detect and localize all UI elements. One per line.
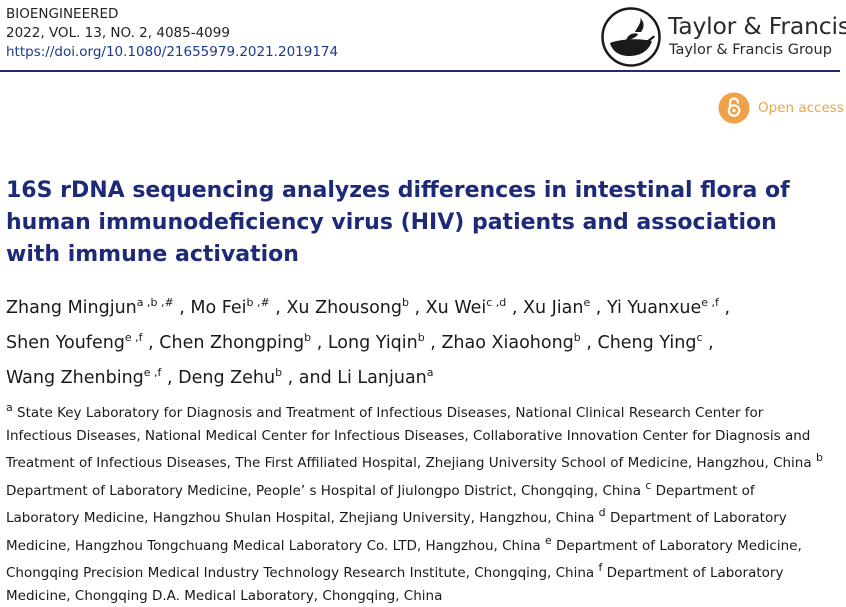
- author-separator: ,: [311, 333, 328, 353]
- author-separator: , and: [282, 368, 338, 388]
- author[interactable]: Yi Yuanxuee ,f: [606, 296, 719, 318]
- author[interactable]: Zhang Mingjuna ,b ,#: [6, 296, 174, 318]
- author-affiliation-marks: b: [304, 331, 312, 344]
- author-separator: ,: [424, 333, 442, 353]
- affiliation-text: Department of Laboratory Medicine, Hangz…: [6, 510, 787, 554]
- author-name: Li Lanjuan: [337, 368, 427, 388]
- author[interactable]: Wang Zhenbinge ,f: [6, 366, 162, 388]
- author-name: Cheng Ying: [597, 333, 697, 353]
- author-name: Xu Zhousong: [286, 298, 402, 318]
- author-separator: ,: [269, 298, 287, 318]
- author-separator: ,: [718, 298, 731, 318]
- doi-link[interactable]: https://doi.org/10.1080/21655979.2021.20…: [6, 44, 339, 60]
- affiliation-label: d: [598, 506, 606, 519]
- author-list: Zhang Mingjuna ,b ,# , Mo Feib ,# , Xu Z…: [6, 288, 836, 393]
- article-title: 16S rDNA sequencing analyzes differences…: [6, 178, 790, 267]
- author-affiliation-marks: c ,d: [486, 296, 507, 309]
- author-affiliation-marks: b: [417, 331, 425, 344]
- author-name: Zhang Mingjun: [6, 298, 137, 318]
- open-access-label: Open access: [758, 100, 844, 116]
- author-affiliation-marks: e ,f: [143, 366, 162, 379]
- author[interactable]: Chen Zhongpingb: [159, 331, 312, 353]
- author[interactable]: Li Lanjuana: [337, 366, 434, 388]
- author-affiliation-marks: a: [426, 366, 434, 379]
- affiliation-label: c: [645, 478, 652, 492]
- open-access-badge[interactable]: Open access: [718, 92, 844, 124]
- author[interactable]: Deng Zehub: [178, 366, 283, 388]
- open-access-lock-icon: [718, 92, 750, 124]
- author-name: Xu Jian: [522, 298, 584, 318]
- publisher-name: Taylor & Francis: [668, 12, 846, 40]
- author-name: Xu Wei: [425, 298, 487, 318]
- affiliation-text: State Key Laboratory for Diagnosis and T…: [6, 405, 816, 471]
- journal-info: BIOENGINEERED 2022, VOL. 13, NO. 2, 4085…: [6, 5, 338, 62]
- author[interactable]: Xu Zhousongb: [286, 296, 409, 318]
- header-divider: [0, 70, 840, 72]
- affiliation-label: a: [6, 401, 13, 414]
- author-separator: ,: [702, 333, 714, 353]
- author-affiliation-marks: b: [401, 296, 409, 309]
- journal-citation: 2022, VOL. 13, NO. 2, 4085-4099: [6, 25, 230, 41]
- affiliation-label: f: [598, 561, 603, 574]
- author-separator: ,: [408, 298, 426, 318]
- author-name: Wang Zhenbing: [6, 368, 144, 388]
- author-separator: ,: [580, 333, 598, 353]
- author-affiliation-marks: e ,f: [701, 296, 719, 309]
- author[interactable]: Cheng Yingc: [597, 331, 703, 353]
- author-name: Long Yiqin: [327, 333, 418, 353]
- author-affiliation-marks: e ,f: [124, 331, 143, 344]
- affiliation-text: Department of Laboratory Medicine, Chong…: [6, 537, 802, 582]
- author[interactable]: Mo Feib ,#: [190, 296, 270, 318]
- author-separator: ,: [142, 333, 160, 353]
- author-separator: ,: [590, 298, 607, 318]
- author[interactable]: Long Yiqinb: [327, 331, 425, 353]
- author-affiliation-marks: a ,b ,#: [136, 296, 174, 309]
- author-affiliation-marks: c: [696, 331, 703, 344]
- author-affiliation-marks: b ,#: [246, 296, 270, 309]
- author-name: Zhao Xiaohong: [441, 333, 574, 353]
- affiliation-label: e: [544, 533, 552, 547]
- author[interactable]: Zhao Xiaohongb: [441, 331, 581, 353]
- affiliation-list: a State Key Laboratory for Diagnosis and…: [6, 397, 826, 607]
- author[interactable]: Xu Jiane: [522, 296, 591, 318]
- affiliation-text: Department of Laboratory Medicine, Hangz…: [6, 482, 755, 527]
- taylor-francis-lamp-logo-icon: [601, 7, 661, 67]
- affiliation-text: Department of Laboratory Medicine, Peopl…: [6, 482, 646, 499]
- author-separator: ,: [161, 368, 179, 388]
- author-separator: ,: [506, 298, 523, 318]
- author-name: Deng Zehu: [178, 368, 276, 388]
- publisher-group: Taylor & Francis Group: [669, 42, 832, 58]
- author-affiliation-marks: b: [573, 331, 581, 344]
- author-separator: ,: [173, 298, 191, 318]
- affiliation-label: b: [815, 451, 823, 464]
- author[interactable]: Xu Weic ,d: [425, 296, 507, 318]
- author-name: Shen Youfeng: [6, 333, 125, 353]
- publisher-brand[interactable]: Taylor & Francis Taylor & Francis Group: [600, 6, 846, 67]
- journal-name: BIOENGINEERED: [6, 6, 119, 22]
- author[interactable]: Shen Youfenge ,f: [6, 331, 143, 353]
- author-name: Yi Yuanxue: [606, 298, 702, 318]
- author-name: Mo Fei: [190, 298, 247, 318]
- author-name: Chen Zhongping: [159, 333, 305, 353]
- author-affiliation-marks: e: [583, 296, 591, 309]
- author-affiliation-marks: b: [275, 366, 283, 379]
